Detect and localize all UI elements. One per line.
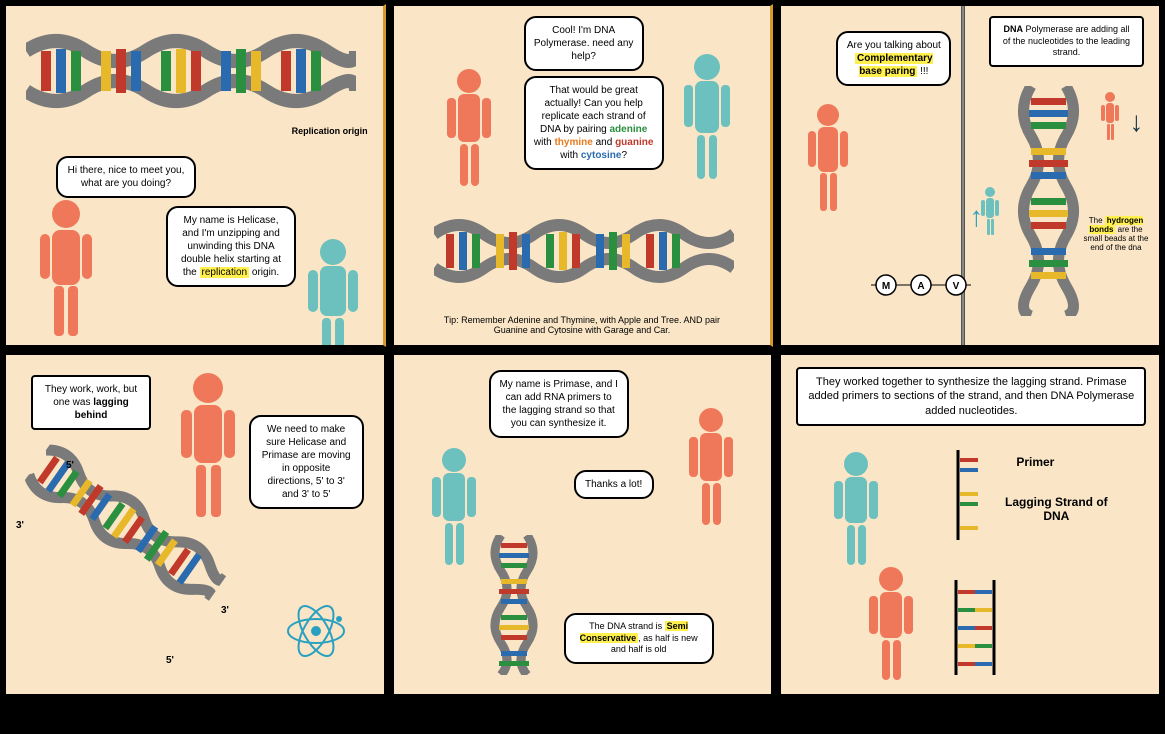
- speech-primase: My name is Primase, and I can add RNA pr…: [489, 370, 629, 438]
- arrow-up-icon: ↑: [969, 201, 983, 233]
- person-polymerase-1: [293, 236, 373, 347]
- speech-helicase-desc: My name is Helicase, and I'm unzipping a…: [166, 206, 296, 287]
- person-helicase: [26, 196, 106, 346]
- dna-small-5: [479, 535, 549, 680]
- panel-5: My name is Primase, and I can add RNA pr…: [392, 353, 774, 696]
- tip-text: Tip: Remember Adenine and Thymine, with …: [394, 315, 771, 335]
- primer-strand: [946, 450, 996, 545]
- prime-3-left: 3': [16, 520, 24, 531]
- prime-5-bottom: 5': [166, 655, 174, 666]
- panel-3: Are you talking about Complementary base…: [779, 4, 1161, 347]
- primer-label: Primer: [1016, 455, 1054, 469]
- person-orange-3: [796, 101, 861, 221]
- person-orange-4: [166, 370, 251, 530]
- svg-text:V: V: [953, 281, 960, 292]
- lagging-strand-label: Lagging Strand of DNA: [1001, 495, 1111, 523]
- person-teal-6: [821, 450, 891, 575]
- info-polymerase-adding: DNA Polymerase are adding all of the nuc…: [989, 16, 1144, 67]
- svg-text:M: M: [882, 281, 890, 292]
- ladder-strand: [946, 580, 1006, 680]
- beads: M A V: [871, 270, 971, 305]
- dna-helix: [26, 21, 356, 126]
- person-polymerase-2: [670, 51, 745, 191]
- atom-icon: [284, 599, 349, 669]
- narration-synthesis: They worked together to synthesize the l…: [796, 367, 1146, 426]
- dna-vertical: [1006, 86, 1091, 321]
- panel-1: Replication origin Hi there, nice to mee…: [4, 4, 386, 347]
- dna-helix-2: [434, 206, 734, 301]
- svg-text:A: A: [918, 281, 925, 292]
- speech-thanks: Thanks a lot!: [574, 470, 654, 499]
- speech-complementary: Are you talking about Complementary base…: [836, 31, 951, 86]
- person-orange-small: [1096, 91, 1124, 143]
- speech-pairing-request: That would be great actually! Can you he…: [524, 76, 664, 170]
- panel-2: Cool! I'm DNA Polymerase. need any help?…: [392, 4, 774, 347]
- panel-6: They worked together to synthesize the l…: [779, 353, 1161, 696]
- hydrogen-bonds-label: The hydrogen bonds are the small beads a…: [1081, 216, 1151, 252]
- person-orange-6: [856, 565, 926, 690]
- prime-3-right: 3': [221, 605, 229, 616]
- person-orange-5: [676, 405, 746, 535]
- speech-helicase-intro: Hi there, nice to meet you, what are you…: [56, 156, 196, 198]
- narration-lagging: They work, work, but one was lagging beh…: [31, 375, 151, 430]
- prime-5-top: 5': [66, 460, 74, 471]
- replication-origin-label: Replication origin: [292, 126, 368, 136]
- person-helicase-2: [434, 66, 504, 196]
- arrow-down-icon: ↓: [1129, 106, 1143, 138]
- panel-4: They work, work, but one was lagging beh…: [4, 353, 386, 696]
- speech-semi-conservative: The DNA strand is Semi Conservative, as …: [564, 613, 714, 664]
- speech-directions: We need to make sure Helicase and Primas…: [249, 415, 364, 509]
- speech-polymerase-offer: Cool! I'm DNA Polymerase. need any help?: [524, 16, 644, 71]
